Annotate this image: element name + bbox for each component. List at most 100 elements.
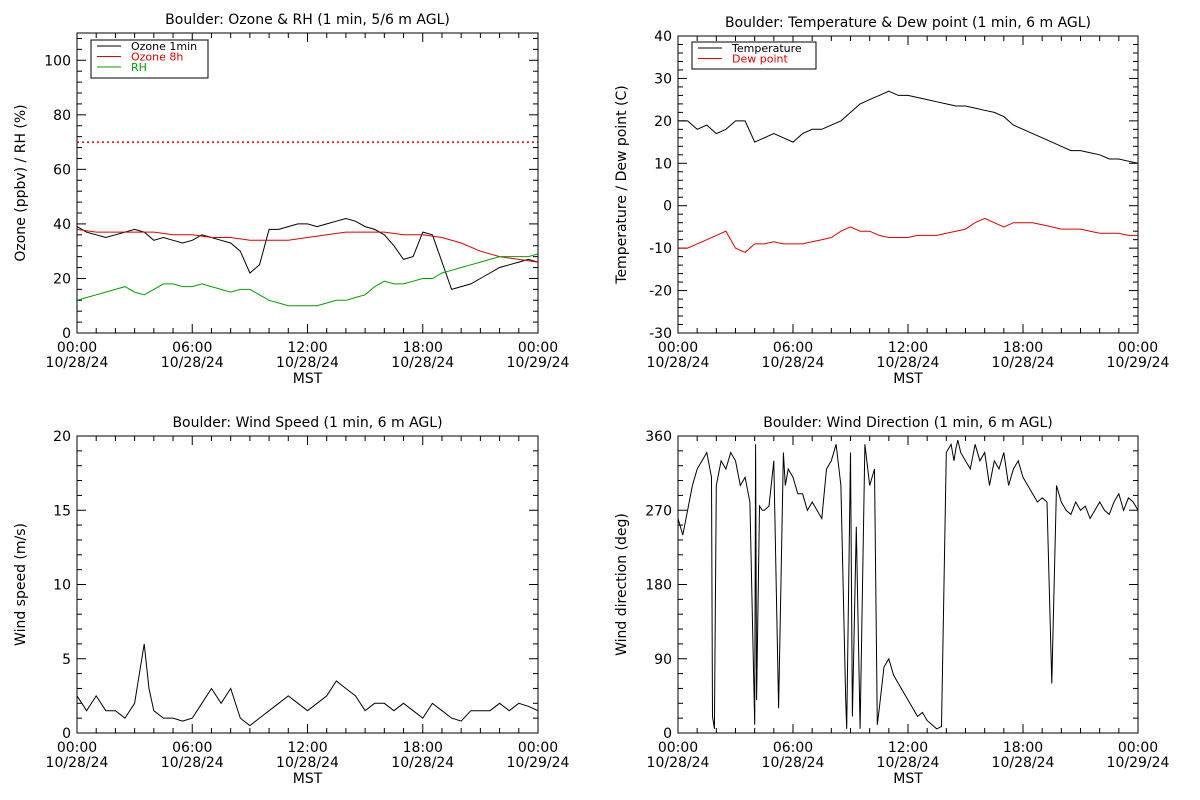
legend-label: Ozone 1min	[131, 40, 197, 53]
x-tick-label: 10/29/24	[507, 755, 570, 771]
plot-frame	[677, 435, 1139, 734]
x-tick-label: 12:00	[888, 340, 928, 356]
x-tick-label: 06:00	[773, 340, 813, 356]
y-tick-label: 10	[53, 578, 71, 594]
y-tick-label: 80	[53, 108, 71, 124]
y-tick-label: 100	[44, 53, 71, 69]
y-tick-label: -10	[649, 241, 672, 257]
series-line-temperature	[678, 90, 1138, 164]
legend-label: Dew point	[732, 53, 788, 66]
y-tick-label: 0	[62, 326, 71, 342]
series-line-dew-point	[678, 217, 1138, 253]
y-tick-label: 30	[654, 71, 672, 87]
x-tick-label: 10/28/24	[391, 755, 454, 771]
plot-area	[77, 141, 538, 307]
y-axis-label: Ozone (ppbv) / RH (%)	[13, 104, 29, 261]
x-tick-label: 06:00	[172, 740, 212, 756]
x-tick-label: 18:00	[1003, 740, 1043, 756]
y-tick-label: 15	[53, 503, 71, 519]
y-tick-label: -20	[649, 284, 672, 300]
x-tick-label: 10/28/24	[276, 755, 339, 771]
x-tick-label: 10/28/24	[647, 755, 710, 771]
x-tick-label: 12:00	[888, 740, 928, 756]
y-tick-label: 5	[62, 652, 71, 668]
panel-temperature: Boulder: Temperature & Dew point (1 min,…	[614, 15, 1170, 387]
y-tick-label: 0	[663, 199, 672, 215]
x-tick-label: 10/28/24	[877, 755, 940, 771]
y-tick-label: 270	[645, 503, 672, 519]
legend-label: Ozone 8h	[131, 51, 183, 64]
x-tick-label: 10/28/24	[647, 355, 710, 371]
series-line-wind-direction	[678, 439, 1138, 730]
panel-wind_speed: Boulder: Wind Speed (1 min, 6 m AGL) 00:0…	[13, 415, 570, 787]
x-tick-label: 18:00	[403, 740, 443, 756]
y-axis-label: Wind speed (m/s)	[13, 523, 29, 646]
plot-area	[678, 439, 1138, 730]
y-tick-label: 90	[654, 652, 672, 668]
plot-area	[77, 643, 538, 727]
plot-frame	[76, 435, 539, 734]
panel-ozone: Boulder: Ozone & RH (1 min, 5/6 m AGL)00…	[13, 12, 570, 387]
chart-title: Boulder: Temperature & Dew point (1 min,…	[725, 15, 1091, 31]
x-tick-label: 10/28/24	[46, 755, 109, 771]
x-tick-label: 10/29/24	[1107, 355, 1170, 371]
y-tick-label: -30	[649, 326, 672, 342]
series-line-ozone-1min	[77, 217, 538, 291]
series-line-ozone-8h	[77, 228, 538, 263]
x-tick-label: 10/28/24	[161, 355, 224, 371]
y-axis-label: Temperature / Dew point (C)	[614, 85, 630, 284]
x-tick-label: 10/28/24	[762, 355, 825, 371]
x-tick-label: 10/28/24	[161, 755, 224, 771]
legend-box	[691, 41, 817, 70]
plot-frame	[76, 32, 539, 334]
x-tick-label: 10/29/24	[1107, 755, 1170, 771]
x-tick-label: 10/28/24	[46, 355, 109, 371]
y-tick-label: 40	[53, 217, 71, 233]
x-tick-label: 06:00	[172, 340, 212, 356]
y-tick-label: 20	[53, 271, 71, 287]
chart-title: Boulder: Wind Speed (1 min, 6 m AGL)	[172, 415, 442, 431]
x-tick-label: 10/28/24	[276, 355, 339, 371]
y-axis-label: Wind direction (deg)	[614, 513, 630, 656]
x-tick-label: 00:00	[1118, 340, 1158, 356]
x-tick-label: 18:00	[403, 340, 443, 356]
x-tick-label: 00:00	[658, 340, 698, 356]
plot-area	[678, 90, 1138, 253]
y-tick-label: 180	[645, 578, 672, 594]
y-tick-label: 20	[53, 429, 71, 445]
legend-label: RH	[131, 61, 147, 74]
y-tick-label: 60	[53, 162, 71, 178]
chart-title: Boulder: Wind Direction (1 min, 6 m AGL)	[763, 415, 1052, 431]
x-tick-label: 10/28/24	[992, 755, 1055, 771]
x-axis-label: MST	[893, 771, 923, 787]
x-tick-label: 10/29/24	[507, 355, 570, 371]
y-tick-label: 0	[62, 726, 71, 742]
series-line-wind-speed	[77, 643, 538, 727]
x-tick-label: 00:00	[1118, 740, 1158, 756]
x-tick-label: 00:00	[57, 740, 97, 756]
plot-frame	[677, 35, 1139, 334]
x-axis-label: MST	[893, 371, 923, 387]
x-axis-label: MST	[293, 771, 323, 787]
x-tick-label: 00:00	[658, 740, 698, 756]
x-tick-label: 12:00	[287, 740, 327, 756]
legend-label: Temperature	[731, 42, 802, 55]
y-tick-label: 40	[654, 29, 672, 45]
chart-title: Boulder: Ozone & RH (1 min, 5/6 m AGL)	[165, 12, 450, 28]
x-tick-label: 10/28/24	[992, 355, 1055, 371]
x-tick-label: 10/28/24	[762, 755, 825, 771]
series-line-rh	[77, 253, 538, 307]
y-tick-label: 10	[654, 156, 672, 172]
x-tick-label: 00:00	[518, 340, 558, 356]
y-tick-label: 360	[645, 429, 672, 445]
y-tick-label: 20	[654, 114, 672, 130]
x-tick-label: 12:00	[287, 340, 327, 356]
x-tick-label: 00:00	[57, 340, 97, 356]
x-axis-label: MST	[293, 371, 323, 387]
x-tick-label: 18:00	[1003, 340, 1043, 356]
x-tick-label: 00:00	[518, 740, 558, 756]
x-tick-label: 10/28/24	[877, 355, 940, 371]
